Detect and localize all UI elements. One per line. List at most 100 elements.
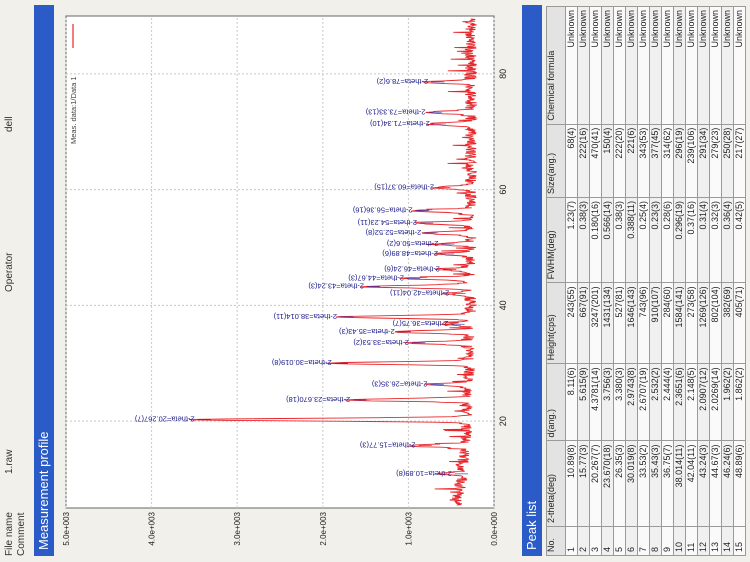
table-cell: 0.28(6) [661,197,674,283]
table-cell: 221(6) [625,124,638,198]
table-cell: 0.38(3) [613,197,626,283]
measurement-profile-chart: 0.0e+000 1.0e+003 2.0e+003 3.0e+003 4.0e+003… [56,5,516,556]
table-cell: 48.89(6) [733,440,746,527]
column-header: 2-theta(deg) [546,440,566,527]
table-cell: 284(60) [661,282,674,364]
table-row: 3 20.267(7) 4.3781(14) 3247(201) 0.180(16) 47… [589,6,602,556]
y-tick-label: 0.0e+000 [490,511,499,545]
peak-label: 2-theta=71.34(10) [369,119,429,128]
xrd-chart-svg: 0.0e+000 1.0e+003 2.0e+003 3.0e+003 4.0e+003… [62,15,508,546]
table-cell: 296(19) [673,124,686,198]
file-name-value: 1.raw [4,449,15,474]
y-tick-label: 1.0e+003 [404,511,413,545]
table-cell: 44.67(3) [709,440,722,527]
table-cell: 1646(143) [625,282,638,364]
table-cell: 527(81) [613,282,626,364]
column-header: FWHM(deg) [546,197,566,283]
operator-label: Operator [4,252,15,292]
peak-label: 2-theta=10.89(8) [396,469,452,478]
peak-table-body: 1 10.89(8) 8.11(6) 243(55) 1.23(7) 68(4) Unkno… [565,6,746,556]
table-cell: 217(27) [733,124,746,198]
table-cell: 1 [565,526,578,556]
table-cell: 38.014(11) [673,440,686,527]
table-row: 1 10.89(8) 8.11(6) 243(55) 1.23(7) 68(4) Unkno… [565,6,578,556]
column-header: Size(ang.) [546,124,566,198]
x-tick-label: 20 [498,416,508,426]
table-cell: 910(107) [649,282,662,364]
peak-label: 2-theta=36.75(7) [392,319,448,328]
table-cell: Unknown [637,6,650,125]
table-cell: 0.180(16) [589,197,602,283]
table-cell: 4 [601,526,614,556]
plot-area [65,15,495,509]
table-cell: 14 [721,526,734,556]
table-cell: 30.019(8) [625,440,638,527]
table-row: 8 35.43(3) 2.532(2) 910(107) 0.23(3) 377(45) U… [649,6,662,556]
table-cell: 3.756(3) [601,363,614,441]
table-cell: 291(34) [697,124,710,198]
table-row: 12 43.24(3) 2.0907(12) 1269(126) 0.31(4) 291(… [697,6,710,556]
table-cell: Unknown [673,6,686,125]
table-row: 13 44.67(3) 2.0269(14) 802(104) 0.32(3) 279(2… [709,6,722,556]
table-cell: 1431(134) [601,282,614,364]
table-cell: 470(41) [589,124,602,198]
table-cell: 4.3781(14) [589,363,602,441]
y-tick-label: 3.0e+003 [233,511,242,545]
table-cell: Unknown [613,6,626,125]
table-cell: 239(106) [685,124,698,198]
table-row: 6 30.019(8) 2.9743(8) 1646(143) 0.388(11) 221… [625,6,638,556]
peak-label: 2-theta=20.267(7) [134,415,194,424]
table-cell: 5 [613,526,626,556]
peak-label: 2-theta=78.6(2) [376,77,428,86]
table-cell: Unknown [589,6,602,125]
table-cell: 26.35(3) [613,440,626,527]
table-cell: 23.670(18) [601,440,614,527]
table-cell: Unknown [601,6,614,125]
peak-label: 2-theta=33.53(2) [353,338,409,347]
table-cell: 1.23(7) [565,197,578,283]
table-cell: 2.444(4) [661,363,674,441]
table-cell: 2.3651(6) [673,363,686,441]
table-cell: Unknown [709,6,722,125]
table-cell: 2.0269(14) [709,363,722,441]
table-cell: 0.42(5) [733,197,746,283]
table-cell: 3.380(3) [613,363,626,441]
peak-label: 2-theta=23.670(18) [286,395,351,404]
table-cell: 0.25(4) [637,197,650,283]
table-cell: 0.31(4) [697,197,710,283]
y-tick-label: 5.0e+003 [62,511,71,545]
peak-label: 2-theta=35.43(3) [339,327,395,336]
table-cell: 15.77(3) [577,440,590,527]
table-cell: 405(71) [733,282,746,364]
peak-label: 2-theta=46.24(6) [384,264,440,273]
table-row: 2 15.77(3) 5.615(9) 667(91) 0.38(3) 222(16) Un… [577,6,590,556]
peak-label: 2-theta=38.014(11) [273,312,337,321]
table-cell: 3247(201) [589,282,602,364]
table-cell: 0.36(4) [721,197,734,283]
table-cell: 2.9743(8) [625,363,638,441]
report-header: File name 1.raw Comment Operator dell [0,0,34,562]
peak-label: 2-theta=44.67(3) [348,273,404,282]
table-cell: Unknown [721,6,734,125]
table-cell: 273(58) [685,282,698,364]
table-cell: 243(55) [565,282,578,364]
pattern-line [188,18,478,506]
peak-table-header: No. 2-theta(deg) d(ang.) Height(cps) FWHM(de… [546,6,566,556]
file-name-label: File name [4,512,15,556]
table-cell: 1269(126) [697,282,710,364]
table-row: 4 23.670(18) 3.756(3) 1431(134) 0.566(14) 150… [601,6,614,556]
x-tick-label: 40 [498,300,508,310]
table-row: 7 33.53(2) 2.6707(19) 743(96) 0.25(4) 343(53)… [637,6,650,556]
table-cell: 12 [697,526,710,556]
table-cell: Unknown [577,6,590,125]
table-cell: 0.566(14) [601,197,614,283]
table-cell: 667(91) [577,282,590,364]
peak-label: 2-theta=42.04(11) [389,289,449,298]
legend-label: Meas. data:1/Data 1 [69,76,78,144]
peak-list-table: No. 2-theta(deg) d(ang.) Height(cps) FWHM(de… [546,6,746,556]
table-cell: 1.862(2) [733,363,746,441]
table-cell: 11 [685,526,698,556]
y-tick-label: 4.0e+003 [148,511,157,545]
table-row: 10 38.014(11) 2.3651(6) 1584(141) 0.296(19) 2… [673,6,686,556]
table-cell: 2.0907(12) [697,363,710,441]
